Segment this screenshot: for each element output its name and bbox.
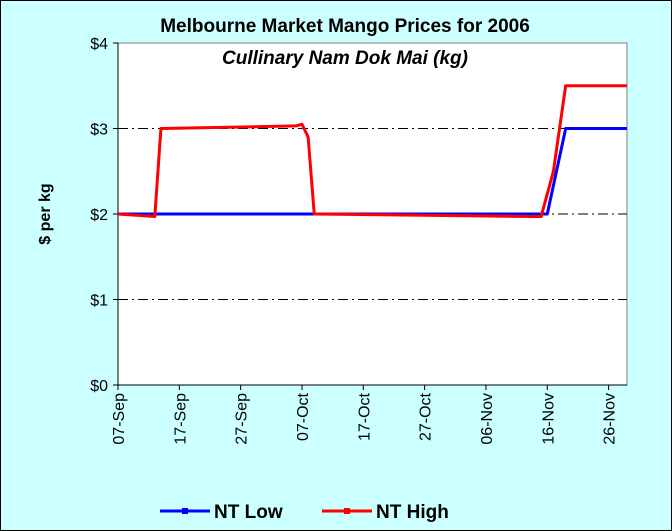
x-tick-label: 27-Oct	[418, 392, 435, 441]
chart-title: Melbourne Market Mango Prices for 2006	[160, 16, 530, 37]
chart-subtitle: Cullinary Nam Dok Mai (kg)	[222, 48, 468, 69]
x-tick-label: 27-Sep	[234, 393, 251, 445]
series-line	[117, 84, 627, 219]
x-tick-label: 07-Oct	[295, 392, 312, 441]
x-tick-label: 06-Nov	[479, 393, 496, 445]
x-tick-label: 07-Sep	[111, 393, 128, 445]
y-tick-label: $3	[90, 122, 108, 139]
x-tick-label: 17-Sep	[172, 393, 189, 445]
y-axis-label: $ per kg	[37, 183, 54, 244]
x-tick-label: 16-Nov	[540, 393, 557, 445]
legend-label: NT High	[376, 502, 449, 523]
x-tick-label: 17-Oct	[356, 392, 373, 441]
legend-marker	[182, 508, 188, 514]
y-tick-label: $2	[90, 207, 108, 224]
y-tick-label: $0	[90, 378, 108, 395]
legend-label: NT Low	[214, 502, 283, 523]
y-tick-label: $4	[90, 36, 108, 53]
y-tick-label: $1	[90, 293, 108, 310]
legend-marker	[344, 508, 350, 514]
x-tick-label: 26-Nov	[602, 393, 619, 445]
